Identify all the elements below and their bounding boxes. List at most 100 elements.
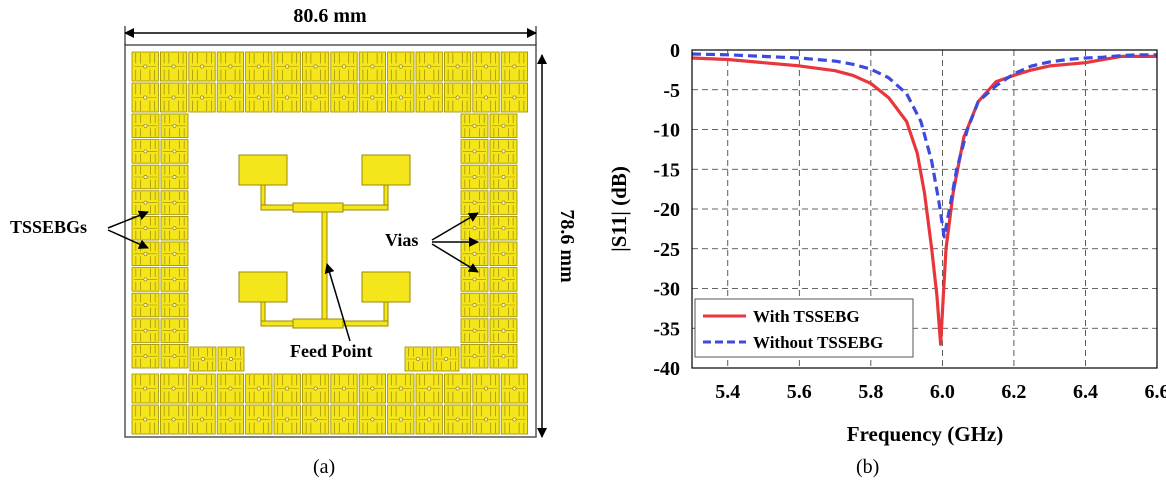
tssebg-cell <box>189 405 215 434</box>
via-dot <box>502 278 505 281</box>
chart-legend: With TSSEBG Without TSSEBG <box>695 299 913 357</box>
via-dot <box>473 329 476 332</box>
via-dot <box>173 303 176 306</box>
via-dot <box>144 252 147 255</box>
tssebg-cell <box>161 191 188 215</box>
tssebg-cell <box>461 191 488 215</box>
via-dot <box>172 387 175 390</box>
tssebg-cell <box>274 52 300 81</box>
via-dot <box>172 96 175 99</box>
tssebg-cell <box>359 374 385 403</box>
tssebg-cell <box>161 293 188 317</box>
via-dot <box>473 124 476 127</box>
tssebg-cell <box>444 405 470 434</box>
tssebg-cell <box>132 293 159 317</box>
tssebg-cell <box>501 52 527 81</box>
feed-quarter-wave-top <box>293 203 343 212</box>
via-dot <box>473 252 476 255</box>
via-dot <box>513 387 516 390</box>
tssebg-cell <box>302 52 328 81</box>
tssebg-cell <box>274 374 300 403</box>
via-dot <box>286 387 289 390</box>
via-dot <box>173 329 176 332</box>
via-dot <box>502 150 505 153</box>
tssebg-cell <box>388 52 414 81</box>
via-dot <box>473 355 476 358</box>
tssebg-cell <box>132 242 159 266</box>
tssebg-cell <box>490 140 517 164</box>
tssebg-cell <box>461 114 488 138</box>
via-dot <box>399 65 402 68</box>
via-dot <box>144 329 147 332</box>
tssebg-cell <box>473 405 499 434</box>
via-dot <box>172 418 175 421</box>
via-dot <box>456 387 459 390</box>
via-dot <box>484 418 487 421</box>
antenna-layout-drawing: 80.6 mm 78.6 mm TSSEBGs Vias Feed Point <box>0 0 600 480</box>
via-dot <box>513 418 516 421</box>
tssebg-cell <box>444 83 470 112</box>
tssebg-cell <box>246 52 272 81</box>
via-dot <box>502 303 505 306</box>
via-dot <box>444 357 447 360</box>
tssebg-cell <box>132 216 159 240</box>
via-dot <box>173 278 176 281</box>
via-dot <box>371 96 374 99</box>
via-dot <box>201 357 204 360</box>
via-dot <box>428 96 431 99</box>
y-tick-label: -40 <box>653 358 680 380</box>
via-dot <box>200 418 203 421</box>
via-dot <box>371 65 374 68</box>
tssebg-cell <box>161 319 188 343</box>
tssebg-cell <box>461 293 488 317</box>
via-dot <box>144 65 147 68</box>
tssebg-cell <box>473 83 499 112</box>
via-dot <box>473 175 476 178</box>
via-dot <box>286 96 289 99</box>
patch-top-right <box>362 155 410 185</box>
y-tick-label: -10 <box>653 120 680 142</box>
via-dot <box>456 65 459 68</box>
tssebg-cell <box>331 52 357 81</box>
width-dimension-label: 80.6 mm <box>293 5 367 27</box>
tssebg-cell <box>359 52 385 81</box>
y-axis-label: |S11| (dB) <box>607 166 631 252</box>
via-dot <box>173 175 176 178</box>
tssebg-cell <box>501 405 527 434</box>
tssebg-cell <box>461 165 488 189</box>
tssebg-cell <box>160 52 186 81</box>
legend-label-with-tssebg: With TSSEBG <box>753 307 860 326</box>
via-dot <box>484 96 487 99</box>
x-tick-label: 6.2 <box>1001 381 1026 403</box>
via-dot <box>473 278 476 281</box>
via-dot <box>173 124 176 127</box>
via-dot <box>144 278 147 281</box>
via-dot <box>257 96 260 99</box>
tssebg-cell <box>490 191 517 215</box>
tssebg-cell <box>388 374 414 403</box>
tssebg-cell <box>461 140 488 164</box>
tssebg-cell <box>416 52 442 81</box>
via-dot <box>144 124 147 127</box>
tssebg-cell <box>302 405 328 434</box>
tssebg-cell <box>161 114 188 138</box>
via-dot <box>416 357 419 360</box>
via-dot <box>513 65 516 68</box>
via-dot <box>229 96 232 99</box>
tssebg-cell <box>132 344 159 368</box>
via-dot <box>342 387 345 390</box>
tssebg-cell <box>501 83 527 112</box>
tssebg-cell <box>331 374 357 403</box>
tssebg-cell <box>217 374 243 403</box>
tssebg-cell <box>405 347 431 371</box>
tssebg-cell <box>359 83 385 112</box>
via-dot <box>257 387 260 390</box>
via-dot <box>502 227 505 230</box>
legend-label-without-tssebg: Without TSSEBG <box>753 333 883 352</box>
via-dot <box>371 418 374 421</box>
tssebg-cell <box>331 405 357 434</box>
tssebg-cell <box>132 405 158 434</box>
tssebg-cell <box>217 52 243 81</box>
height-dimension-label: 78.6 mm <box>556 209 578 283</box>
tssebg-cell <box>388 405 414 434</box>
